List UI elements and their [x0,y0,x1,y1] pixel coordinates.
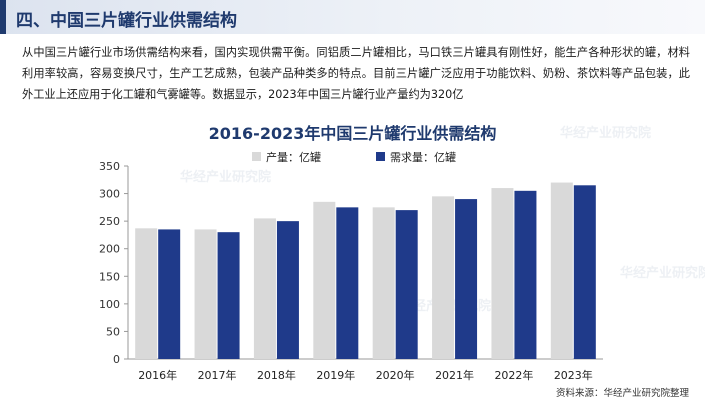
x-tick-label: 2016年 [138,368,177,382]
bar-demand [573,185,596,359]
bar-demand [455,199,478,359]
bar-production [313,201,336,359]
bar-production [194,229,217,359]
legend-swatch [252,152,261,161]
bar-demand [395,210,418,359]
source-note: 资料来源：华经产业研究院整理 [555,388,689,399]
bar-production [372,207,395,359]
bar-demand [217,232,240,359]
y-tick-label: 50 [106,325,120,338]
legend-swatch [376,152,385,161]
x-tick-label: 2017年 [198,368,237,382]
y-tick-label: 300 [99,188,120,201]
bar-production [432,196,455,359]
watermark: 华经产业研究院 [620,266,705,281]
bar-production [253,218,276,359]
y-tick-label: 150 [99,270,120,283]
bar-demand [276,221,299,359]
legend-label: 需求量：亿罐 [390,151,456,164]
x-tick-label: 2020年 [376,368,415,382]
y-tick-label: 0 [113,353,120,366]
x-tick-label: 2022年 [494,368,533,382]
bar-production [550,182,573,359]
bar-production [135,228,158,359]
section-header: 四、中国三片罐行业供需结构 [0,0,705,34]
y-tick-label: 350 [99,160,120,173]
y-tick-label: 250 [99,215,120,228]
bar-production [491,188,514,359]
y-tick-label: 100 [99,298,120,311]
x-tick-label: 2018年 [257,368,296,382]
bar-demand [336,207,359,359]
x-tick-label: 2023年 [554,368,593,382]
bar-demand [514,190,537,359]
y-tick-label: 200 [99,243,120,256]
section-title: 四、中国三片罐行业供需结构 [16,11,237,31]
x-tick-label: 2019年 [316,368,355,382]
legend-label: 产量：亿罐 [266,150,321,164]
watermark: 华经产业研究院 [560,126,652,141]
chart-title: 2016-2023年中国三片罐行业供需结构 [208,124,497,143]
bar-demand [158,229,181,359]
x-tick-label: 2021年 [435,368,474,382]
description-paragraph: 从中国三片罐行业市场供需结构来看，国内实现供需平衡。同铝质二片罐相比，马口铁三片… [22,46,690,101]
watermark: 华经产业研究院 [180,170,272,185]
